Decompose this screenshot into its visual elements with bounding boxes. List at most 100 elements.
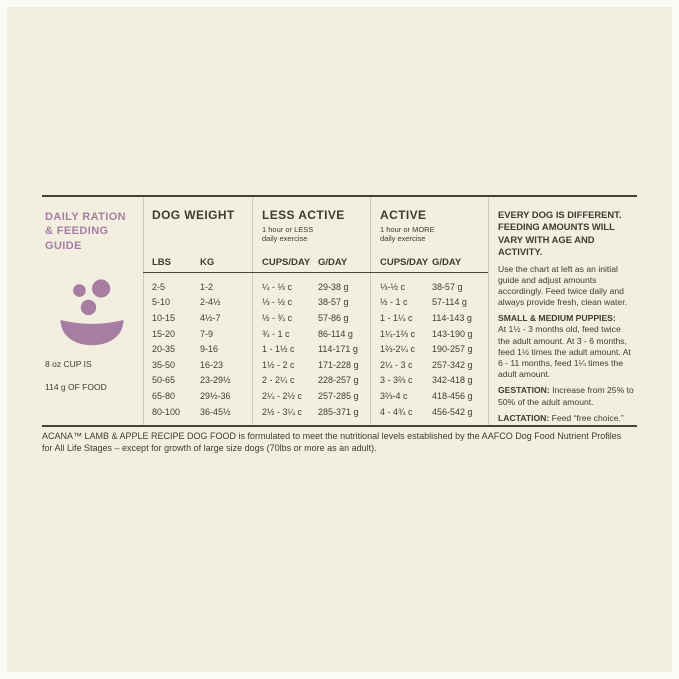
cell-kg: 7-9 (200, 328, 214, 339)
cell-lessactive-grams: 38-57 g (318, 297, 349, 308)
cell-lessactive-grams: 171-228 g (318, 359, 359, 370)
header-kg: KG (200, 257, 215, 268)
aafco-statement-line: ACANA™ LAMB & APPLE RECIPE DOG FOOD is f… (42, 431, 622, 441)
daily-ration-title-line: & FEEDING (45, 225, 109, 238)
cell-lessactive-grams: 86-114 g (318, 328, 353, 339)
cell-active-cups: ⅓-½ c (380, 281, 406, 292)
cell-lbs: 50-65 (152, 375, 176, 386)
top-rule (42, 195, 637, 197)
cell-active-cups: 1⅔-2¼ c (380, 344, 416, 355)
cell-lessactive-cups: ½ - ¾ c (262, 312, 293, 323)
group-sub-active: 1 hour or MORE daily exercise (380, 225, 488, 244)
cell-active-cups: 1 - 1¼ c (380, 312, 413, 323)
cell-kg: 9-16 (200, 344, 219, 355)
table-group-headers: DOG WEIGHT LESS ACTIVE 1 hour or LESS da… (143, 197, 488, 253)
puppies-label: SMALL & MEDIUM PUPPIES: (498, 313, 616, 324)
cell-lbs: 10-15 (152, 312, 176, 323)
cell-lbs: 15-20 (152, 328, 176, 339)
cell-lessactive-cups: ¼ - ⅓ c (262, 281, 293, 292)
group-sub-line: 1 hour or MORE (380, 225, 435, 234)
cell-lessactive-cups: 2½ - 3¼ c (262, 406, 303, 417)
column-divider (143, 197, 144, 425)
cell-lessactive-cups: 2¼ - 2½ c (262, 390, 303, 401)
cell-kg: 16-23 (200, 359, 224, 370)
cell-active-cups: 4 - 4¾ c (380, 406, 413, 417)
dog-bowl-kibble-icon (57, 279, 127, 347)
cell-kg: 4½-7 (200, 312, 221, 323)
gestation-text: Increase from 25% to 50% of the adult am… (498, 385, 634, 407)
daily-ration-panel: DAILY RATION & FEEDING GUIDE 8 oz CUP IS… (42, 197, 143, 425)
cell-kg: 23-29½ (200, 375, 231, 386)
cell-lbs: 5-10 (152, 297, 171, 308)
column-divider (488, 197, 489, 425)
guide-content: DAILY RATION & FEEDING GUIDE 8 oz CUP IS… (42, 197, 637, 425)
advice-gestation: GESTATION: Increase from 25% to 50% of t… (498, 385, 635, 407)
group-dog-weight: DOG WEIGHT (143, 208, 262, 253)
cell-lbs: 35-50 (152, 359, 176, 370)
group-less-active: LESS ACTIVE 1 hour or LESS daily exercis… (262, 208, 380, 253)
cell-lbs: 80-100 (152, 406, 181, 417)
cell-active-grams: 143-190 g (432, 328, 473, 339)
aafco-statement-line: for All Life Stages – except for growth … (42, 442, 377, 453)
header-lbs: LBS (152, 257, 171, 268)
bottom-rule (42, 425, 637, 427)
feeding-table: DOG WEIGHT LESS ACTIVE 1 hour or LESS da… (143, 197, 488, 425)
cell-lessactive-grams: 285-371 g (318, 406, 359, 417)
group-sub-line: daily exercise (380, 234, 426, 244)
cell-lbs: 65-80 (152, 390, 176, 401)
cell-lbs: 20-35 (152, 344, 176, 355)
table-row: 80-100 36-45½ 2½ - 3¼ c 285-371 g 4 - 4¾… (143, 404, 488, 420)
daily-ration-title-line: DAILY RATION (45, 211, 126, 223)
lactation-text: Feed “free choice.” (551, 412, 624, 423)
cell-lbs: 2-5 (152, 281, 166, 292)
cell-lessactive-cups: ⅓ - ½ c (262, 297, 293, 308)
puppies-text: At 1½ - 3 months old, feed twice the adu… (498, 324, 631, 380)
table-row: 15-20 7-9 ¾ - 1 c 86-114 g 1¼-1⅔ c 143-1… (143, 326, 488, 342)
table-row: 10-15 4½-7 ½ - ¾ c 57-86 g 1 - 1¼ c 114-… (143, 310, 488, 326)
cell-lessactive-grams: 29-38 g (318, 281, 349, 292)
cell-active-grams: 190-257 g (432, 344, 473, 355)
cell-active-grams: 342-418 g (432, 375, 473, 386)
advice-heading: EVERY DOG IS DIFFERENT. FEEDING AMOUNTS … (498, 209, 622, 258)
cell-lessactive-cups: 1 - 1½ c (262, 344, 295, 355)
group-active: ACTIVE 1 hour or MORE daily exercise (380, 208, 488, 253)
header-active-cups: CUPS/DAY (380, 257, 429, 268)
cell-active-grams: 38-57 g (432, 281, 463, 292)
cell-lessactive-cups: 2 - 2¼ c (262, 375, 295, 386)
table-rows: 2-5 1-2 ¼ - ⅓ c 29-38 g ⅓-½ c 38-57 g 5-… (143, 273, 488, 419)
table-row: 50-65 23-29½ 2 - 2¼ c 228-257 g 3 - 3⅔ c… (143, 373, 488, 389)
cell-active-grams: 57-114 g (432, 297, 467, 308)
cell-kg: 2-4½ (200, 297, 221, 308)
cell-kg: 1-2 (200, 281, 214, 292)
cell-active-grams: 456-542 g (432, 406, 473, 417)
group-sub-less-active: 1 hour or LESS daily exercise (262, 225, 380, 244)
group-sub-line: daily exercise (262, 234, 308, 244)
cell-lessactive-grams: 114-171 g (318, 344, 358, 355)
cell-active-cups: 2¼ - 3 c (380, 359, 413, 370)
lactation-label: LACTATION: (498, 412, 550, 423)
cell-active-cups: 3⅔-4 c (380, 390, 408, 401)
table-row: 35-50 16-23 1½ - 2 c 171-228 g 2¼ - 3 c … (143, 357, 488, 373)
cup-measure-note: 8 oz CUP IS 114 g OF FOOD (45, 359, 139, 394)
cell-lessactive-grams: 257-285 g (318, 390, 359, 401)
advice-lactation: LACTATION: Feed “free choice.” (498, 413, 635, 424)
table-row: 20-35 9-16 1 - 1½ c 114-171 g 1⅔-2¼ c 19… (143, 341, 488, 357)
column-divider (252, 197, 253, 425)
cell-lessactive-cups: ¾ - 1 c (262, 328, 290, 339)
daily-ration-title: DAILY RATION & FEEDING GUIDE (45, 210, 139, 253)
table-column-headers: LBS KG CUPS/DAY G/DAY CUPS/DAY G/DAY (143, 253, 488, 273)
daily-ration-title-line: GUIDE (45, 239, 82, 252)
group-sub-line: 1 hour or LESS (262, 225, 314, 234)
advice-intro: Use the chart at left as an initial guid… (498, 263, 627, 308)
aafco-statement: ACANA™ LAMB & APPLE RECIPE DOG FOOD is f… (42, 431, 637, 454)
cell-active-cups: ½ - 1 c (380, 297, 408, 308)
header-lessactive-grams: G/DAY (318, 257, 348, 268)
cell-kg: 29½-36 (200, 390, 231, 401)
group-label-active: ACTIVE (380, 208, 427, 222)
table-row: 5-10 2-4½ ⅓ - ½ c 38-57 g ½ - 1 c 57-114… (143, 295, 488, 311)
table-row: 65-80 29½-36 2¼ - 2½ c 257-285 g 3⅔-4 c … (143, 388, 488, 404)
gestation-label: GESTATION: (498, 385, 550, 396)
header-active-grams: G/DAY (432, 257, 462, 268)
cell-lessactive-cups: 1½ - 2 c (262, 359, 295, 370)
